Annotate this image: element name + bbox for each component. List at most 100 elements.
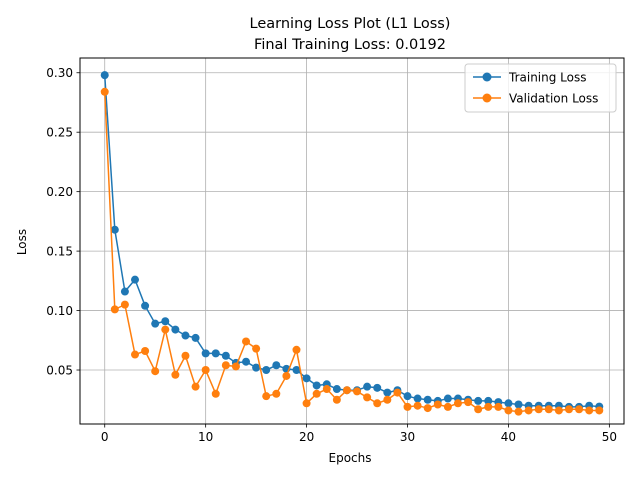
data-point-validation-loss bbox=[443, 402, 452, 411]
data-point-training-loss bbox=[161, 317, 170, 326]
y-axis-label: Loss bbox=[15, 229, 29, 255]
data-point-training-loss bbox=[363, 382, 372, 391]
data-point-training-loss bbox=[403, 392, 412, 401]
x-tick-label: 20 bbox=[299, 430, 314, 444]
data-point-validation-loss bbox=[484, 402, 493, 411]
data-point-validation-loss bbox=[544, 405, 553, 414]
y-tick-label: 0.20 bbox=[46, 185, 73, 199]
data-point-validation-loss bbox=[282, 371, 291, 380]
data-point-validation-loss bbox=[312, 389, 321, 398]
data-point-validation-loss bbox=[564, 405, 573, 414]
y-tick-label: 0.05 bbox=[46, 364, 73, 378]
legend-marker-validation bbox=[482, 93, 492, 103]
data-point-training-loss bbox=[332, 385, 341, 394]
data-point-validation-loss bbox=[191, 382, 200, 391]
grid bbox=[80, 58, 624, 424]
legend-label-validation: Validation Loss bbox=[509, 92, 598, 106]
data-point-validation-loss bbox=[453, 399, 462, 408]
data-point-validation-loss bbox=[242, 337, 251, 346]
data-point-training-loss bbox=[181, 331, 190, 340]
data-point-validation-loss bbox=[211, 389, 220, 398]
data-point-validation-loss bbox=[595, 406, 604, 415]
data-point-validation-loss bbox=[292, 345, 301, 354]
y-tick-label: 0.15 bbox=[46, 245, 73, 259]
data-point-validation-loss bbox=[221, 361, 230, 370]
data-point-validation-loss bbox=[353, 387, 362, 396]
series-layer bbox=[100, 71, 604, 416]
axis-ticks: 0 10 20 30 40 50 0.05 0.10 0.15 0.20 0.25 0.30 bbox=[46, 66, 617, 444]
data-point-validation-loss bbox=[464, 398, 473, 407]
data-point-validation-loss bbox=[131, 350, 140, 359]
data-point-training-loss bbox=[292, 366, 301, 375]
data-point-validation-loss bbox=[141, 346, 150, 355]
data-point-validation-loss bbox=[332, 395, 341, 404]
data-point-training-loss bbox=[221, 351, 230, 360]
data-point-validation-loss bbox=[383, 395, 392, 404]
data-point-validation-loss bbox=[161, 325, 170, 334]
y-tick-label: 0.10 bbox=[46, 304, 73, 318]
data-point-training-loss bbox=[131, 275, 140, 284]
data-point-training-loss bbox=[272, 361, 281, 370]
data-point-training-loss bbox=[151, 319, 160, 328]
data-point-training-loss bbox=[312, 381, 321, 390]
data-point-training-loss bbox=[141, 301, 150, 310]
data-point-training-loss bbox=[191, 333, 200, 342]
data-point-validation-loss bbox=[110, 305, 119, 314]
data-point-validation-loss bbox=[474, 405, 483, 414]
data-point-training-loss bbox=[242, 357, 251, 366]
data-point-validation-loss bbox=[413, 401, 422, 410]
data-point-training-loss bbox=[504, 399, 513, 408]
data-point-training-loss bbox=[171, 325, 180, 334]
data-point-validation-loss bbox=[252, 344, 261, 353]
data-point-validation-loss bbox=[585, 406, 594, 415]
data-point-validation-loss bbox=[120, 300, 129, 309]
x-tick-label: 30 bbox=[400, 430, 415, 444]
data-point-validation-loss bbox=[151, 367, 160, 376]
data-point-validation-loss bbox=[433, 400, 442, 409]
data-point-training-loss bbox=[474, 396, 483, 405]
x-tick-label: 0 bbox=[101, 430, 109, 444]
data-point-training-loss bbox=[120, 287, 129, 296]
x-tick-label: 50 bbox=[602, 430, 617, 444]
series-validation-loss bbox=[100, 87, 604, 416]
data-point-validation-loss bbox=[575, 405, 584, 414]
data-point-validation-loss bbox=[494, 402, 503, 411]
data-point-validation-loss bbox=[524, 406, 533, 415]
data-point-validation-loss bbox=[231, 362, 240, 371]
data-point-validation-loss bbox=[201, 366, 210, 375]
data-point-training-loss bbox=[100, 71, 109, 80]
data-point-training-loss bbox=[383, 388, 392, 397]
data-point-validation-loss bbox=[100, 87, 109, 96]
data-point-training-loss bbox=[484, 396, 493, 405]
data-point-validation-loss bbox=[272, 389, 281, 398]
data-point-training-loss bbox=[201, 349, 210, 358]
data-point-validation-loss bbox=[322, 385, 331, 394]
data-point-validation-loss bbox=[181, 351, 190, 360]
data-point-validation-loss bbox=[342, 386, 351, 395]
legend-box bbox=[464, 63, 617, 113]
data-point-training-loss bbox=[302, 374, 311, 383]
data-point-training-loss bbox=[110, 225, 119, 234]
data-point-validation-loss bbox=[504, 406, 513, 415]
data-point-training-loss bbox=[252, 363, 261, 372]
data-point-validation-loss bbox=[514, 407, 523, 416]
y-tick-label: 0.25 bbox=[46, 126, 73, 140]
data-point-validation-loss bbox=[302, 399, 311, 408]
data-point-validation-loss bbox=[534, 405, 543, 414]
chart-title-line2: Final Training Loss: 0.0192 bbox=[254, 37, 446, 53]
y-tick-label: 0.30 bbox=[46, 66, 73, 80]
legend-label-training: Training Loss bbox=[508, 71, 586, 85]
x-axis-label: Epochs bbox=[329, 451, 372, 465]
data-point-validation-loss bbox=[262, 392, 271, 401]
data-point-validation-loss bbox=[171, 370, 180, 379]
legend: Training Loss Validation Loss bbox=[464, 63, 617, 113]
data-point-training-loss bbox=[413, 394, 422, 403]
data-point-training-loss bbox=[262, 366, 271, 375]
legend-marker-training bbox=[482, 72, 492, 82]
data-point-validation-loss bbox=[423, 404, 432, 413]
data-point-validation-loss bbox=[403, 402, 412, 411]
chart-title-line1: Learning Loss Plot (L1 Loss) bbox=[250, 16, 451, 32]
data-point-validation-loss bbox=[393, 388, 402, 397]
